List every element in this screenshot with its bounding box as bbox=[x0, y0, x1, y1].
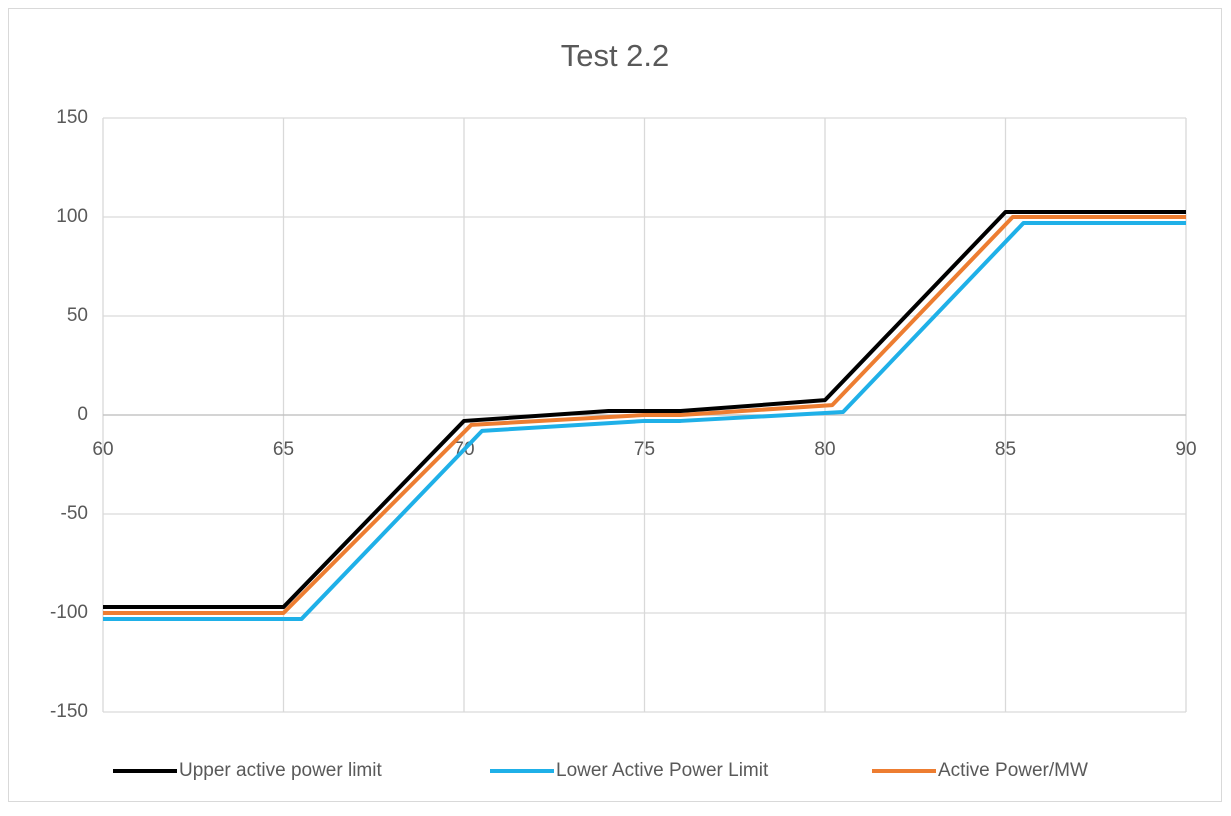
y-tick-label: 100 bbox=[56, 206, 88, 227]
x-tick-label: 65 bbox=[273, 439, 294, 460]
chart-frame bbox=[8, 8, 1222, 802]
y-tick-label: 0 bbox=[77, 404, 88, 425]
x-tick-label: 90 bbox=[1175, 439, 1196, 460]
x-tick-label: 60 bbox=[92, 439, 113, 460]
series-line bbox=[103, 215, 1186, 615]
x-tick-label: 80 bbox=[814, 439, 835, 460]
chart-title: Test 2.2 bbox=[561, 38, 670, 73]
series-line bbox=[103, 210, 1186, 610]
x-tick-label: 75 bbox=[634, 439, 655, 460]
x-tick-label: 85 bbox=[995, 439, 1016, 460]
legend-label: Lower Active Power Limit bbox=[556, 760, 769, 781]
series-line bbox=[103, 220, 1186, 621]
y-tick-label: -100 bbox=[50, 602, 88, 623]
y-tick-label: -150 bbox=[50, 701, 88, 722]
y-tick-label: 50 bbox=[67, 305, 88, 326]
legend-label: Upper active power limit bbox=[179, 760, 382, 781]
y-tick-label: -50 bbox=[61, 503, 88, 524]
y-tick-label: 150 bbox=[56, 107, 88, 128]
legend-label: Active Power/MW bbox=[938, 760, 1088, 781]
